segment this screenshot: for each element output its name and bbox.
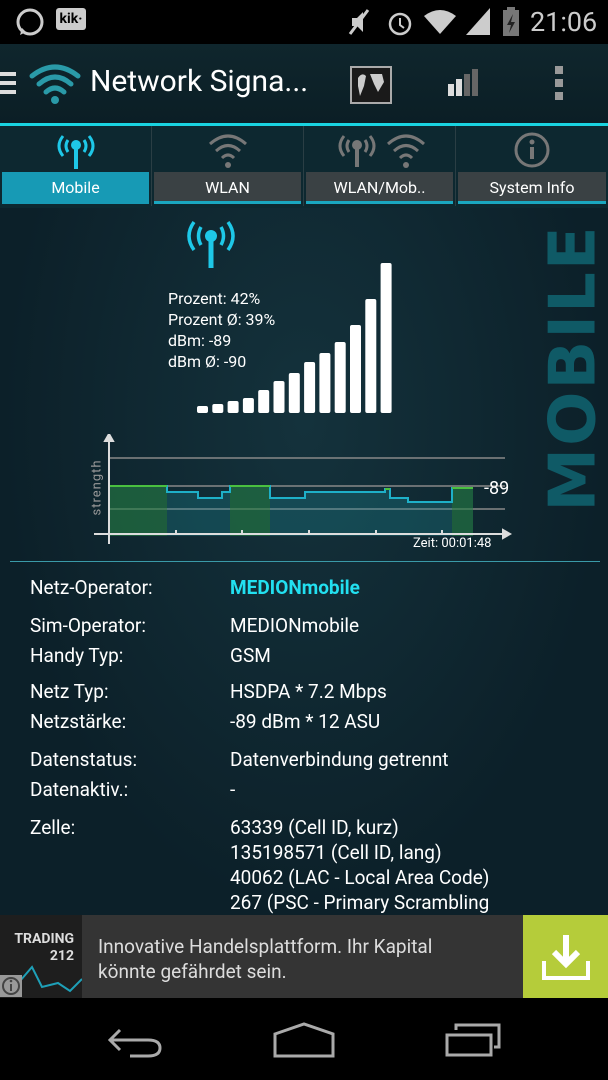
detail-value: -89 dBm * 12 ASU [230, 710, 381, 733]
antenna-icon [187, 220, 235, 268]
wifi-icon [424, 10, 456, 34]
battery-charging-icon [503, 7, 519, 36]
detail-label: Netz-Operator: [30, 576, 153, 599]
divider [0, 123, 608, 126]
percent-value: Prozent: 42% [168, 289, 261, 308]
detail-label: Sim-Operator: [30, 614, 146, 637]
signal-strength-bars [197, 263, 392, 413]
signal-bar [319, 353, 331, 413]
detail-row: Netzstärke: -89 dBm * 12 ASU [30, 710, 380, 733]
mute-icon [348, 9, 370, 35]
cell-signal-icon [466, 8, 490, 35]
signal-bar [288, 373, 300, 413]
graph-time: Zeit: 00:01:48 [413, 536, 492, 551]
signal-bar [212, 404, 224, 413]
divider [10, 561, 600, 562]
ad-banner[interactable]: TRADING 212 Innovative Handelsplattform.… [0, 915, 608, 998]
status-bar: kik· 21:06 [0, 0, 608, 44]
tab-wlan-mobile[interactable]: WLAN/Mob.. [304, 126, 456, 206]
detail-row: Datenstatus: Datenverbindung getrennt [30, 748, 449, 771]
detail-value: 267 (PSC - Primary Scrambling [230, 891, 490, 914]
percent-average: Prozent Ø: 39% [168, 310, 276, 329]
signal-info: Prozent: 42% Prozent Ø: 39% dBm: -89 dBm… [168, 288, 275, 372]
wifi-logo-icon [29, 64, 81, 104]
detail-value: HSDPA * 7.2 Mbps [230, 680, 387, 703]
signal-bar [304, 362, 316, 413]
world-map-icon[interactable] [350, 66, 392, 104]
signal-bar [197, 406, 208, 413]
dbm-average: dBm Ø: -90 [168, 352, 247, 371]
detail-label: Datenaktiv.: [30, 778, 129, 801]
app-title: Network Signa... [90, 64, 309, 99]
antenna-wifi-icon [338, 134, 425, 168]
detail-value: MEDIONmobile [230, 614, 360, 637]
signal-bar [258, 390, 270, 413]
signal-bar [334, 342, 346, 413]
home-icon[interactable] [272, 1022, 336, 1058]
detail-label: Handy Typ: [30, 644, 124, 667]
detail-value: 135198571 (Cell ID, lang) [230, 841, 442, 864]
detail-value: GSM [230, 644, 271, 667]
signal-bar [273, 381, 285, 413]
detail-value: MEDIONmobile [230, 576, 360, 599]
alarm-icon [388, 12, 412, 36]
detail-row: Netz Typ: HSDPA * 7.2 Mbps [30, 680, 387, 703]
strength-graph [94, 434, 513, 544]
kik-icon: kik· [56, 8, 86, 30]
detail-row: Sim-Operator: MEDIONmobile [30, 614, 359, 637]
signal-bar [227, 401, 239, 413]
ad-text-line2: könnte gefährdet sein. [98, 960, 287, 983]
tab-system-info[interactable]: System Info [456, 126, 608, 206]
detail-value: - [230, 778, 236, 801]
signal-bar [242, 398, 254, 413]
recent-apps-icon[interactable] [444, 1022, 502, 1058]
tab-label: Mobile [2, 172, 149, 204]
signal-bar [380, 263, 392, 413]
ad-download-button[interactable] [523, 915, 608, 998]
detail-label: Zelle: [30, 816, 76, 839]
wifi-icon [208, 134, 247, 168]
info-icon[interactable] [0, 975, 22, 997]
detail-row: Datenaktiv.: - [30, 778, 235, 801]
navigation-bar [0, 998, 608, 1080]
tab-mobile[interactable]: Mobile [0, 126, 152, 206]
tab-label: System Info [458, 172, 606, 204]
graph-ylabel: strength [89, 459, 105, 516]
action-bar: Network Signa... [0, 44, 608, 124]
detail-row: Zelle: 63339 (Cell ID, kurz) [30, 816, 399, 839]
antenna-icon [57, 135, 94, 169]
detail-value: 40062 (LAC - Local Area Code) [230, 866, 490, 889]
tab-label: WLAN/Mob.. [306, 172, 453, 204]
download-icon [542, 935, 590, 980]
ad-logo: TRADING 212 [0, 915, 82, 998]
detail-label: Netz Typ: [30, 680, 109, 703]
clock: 21:06 [530, 6, 598, 38]
signal-bar [350, 325, 361, 413]
whatsapp-icon [16, 8, 44, 36]
detail-label: Netzstärke: [30, 710, 127, 733]
graph-current-value: -89 [484, 478, 510, 499]
back-icon[interactable] [106, 1024, 164, 1060]
dbm-value: dBm: -89 [168, 331, 232, 350]
tab-wlan[interactable]: WLAN [152, 126, 304, 206]
detail-value: Datenverbindung getrennt [230, 748, 449, 771]
detail-row: Netz-Operator: MEDIONmobile [30, 576, 360, 599]
menu-icon[interactable] [0, 72, 18, 94]
overflow-menu-icon[interactable] [554, 66, 566, 102]
mobile-panel: Prozent: 42% Prozent Ø: 39% dBm: -89 dBm… [0, 208, 608, 915]
ad-text-line1: Innovative Handelsplattform. Ihr Kapital [98, 935, 433, 958]
detail-value: 63339 (Cell ID, kurz) [230, 816, 399, 839]
detail-label: Datenstatus: [30, 748, 138, 771]
signal-bar [365, 299, 377, 413]
detail-row: Handy Typ: GSM [30, 644, 271, 667]
tab-bar: Mobile WLAN WLAN/Mob.. System Info [0, 126, 608, 208]
tab-label: WLAN [154, 172, 301, 204]
info-icon [514, 132, 550, 168]
signal-bars-icon[interactable] [448, 68, 482, 98]
mobile-side-label: MOBILE [537, 224, 608, 512]
